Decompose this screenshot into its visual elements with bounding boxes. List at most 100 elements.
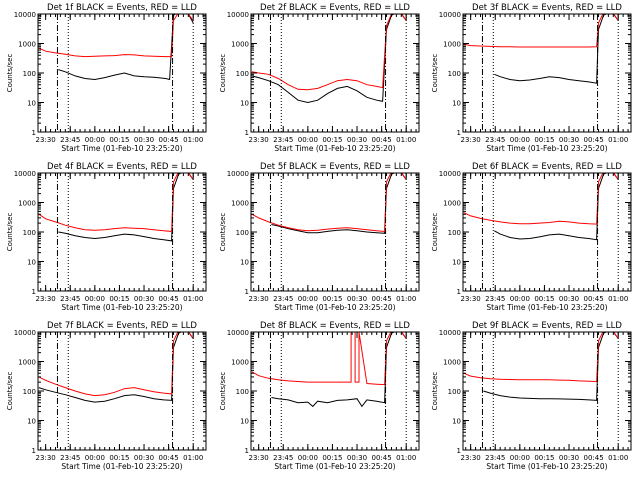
y-tick-label: 1000 — [443, 41, 461, 49]
plot-frame — [37, 331, 207, 451]
series-group — [463, 14, 619, 84]
events-series-line — [271, 332, 407, 408]
x-tick-label: 00:45 — [584, 136, 604, 144]
y-tick-label: 1000 — [443, 359, 461, 367]
plot-frame — [250, 172, 420, 292]
x-tick-label: 01:00 — [183, 136, 203, 144]
events-series-line — [483, 332, 619, 401]
x-tick-label: 23:30 — [461, 136, 481, 144]
x-tick-label: 01:00 — [608, 454, 628, 462]
x-axis-label: Start Time (01-Feb-10 23:25:20) — [486, 303, 607, 312]
panel-3: Det 3f BLACK = Events, RED = LLD 1 10 100 10… — [431, 3, 632, 153]
y-tick-label: 10 — [27, 259, 36, 267]
x-tick-label: 00:00 — [510, 136, 530, 144]
panel-title: Det 7f BLACK = Events, RED = LLD — [47, 321, 197, 331]
x-tick-label: 23:45 — [60, 295, 80, 303]
plot-frame — [462, 331, 632, 451]
y-tick-label: 10000 — [14, 11, 36, 19]
y-tick-label: 10 — [240, 100, 249, 108]
x-tick-label: 00:00 — [85, 454, 105, 462]
y-tick-label: 1 — [457, 129, 461, 137]
x-tick-label: 00:00 — [510, 295, 530, 303]
series-group — [38, 173, 194, 242]
x-tick-label: 23:45 — [273, 454, 293, 462]
y-tick-label: 1000 — [231, 200, 249, 208]
y-tick-label: 10 — [27, 418, 36, 426]
lld-series-line — [463, 332, 619, 383]
y-tick-label: 1 — [32, 129, 36, 137]
x-tick-label: 00:15 — [322, 295, 342, 303]
panel-title: Det 6f BLACK = Events, RED = LLD — [472, 162, 622, 172]
panel-2: Det 2f BLACK = Events, RED = LLD 1 10 100 10… — [219, 3, 420, 153]
panel-1: Det 1f BLACK = Events, RED = LLD 1 10 100 10… — [6, 3, 207, 153]
x-tick-label: 00:00 — [85, 136, 105, 144]
lld-series-line — [463, 173, 619, 225]
x-tick-label: 00:00 — [298, 295, 318, 303]
y-tick-label: 100 — [448, 388, 461, 396]
x-tick-label: 00:00 — [298, 454, 318, 462]
y-axis-label: Counts/sec — [219, 372, 227, 411]
x-axis-label: Start Time (01-Feb-10 23:25:20) — [274, 144, 395, 153]
y-tick-label: 1000 — [443, 200, 461, 208]
y-tick-label: 10000 — [227, 170, 249, 178]
x-tick-label: 00:30 — [559, 295, 579, 303]
x-tick-label: 23:45 — [60, 454, 80, 462]
x-tick-label: 00:15 — [109, 454, 129, 462]
y-tick-label: 100 — [23, 388, 36, 396]
lld-series-line — [38, 14, 194, 58]
x-tick-label: 00:30 — [559, 136, 579, 144]
y-tick-label: 1000 — [18, 200, 36, 208]
series-group — [38, 14, 194, 81]
y-axis-label: Counts/sec — [6, 372, 14, 411]
plot-frame — [462, 13, 632, 133]
plot-frame — [37, 172, 207, 292]
plot-frame — [250, 13, 420, 133]
x-tick-label: 00:45 — [584, 454, 604, 462]
series-group — [463, 173, 619, 241]
y-tick-label: 10 — [240, 259, 249, 267]
x-axis-label: Start Time (01-Feb-10 23:25:20) — [274, 462, 395, 471]
panel-title: Det 4f BLACK = Events, RED = LLD — [47, 162, 197, 172]
y-tick-label: 100 — [236, 70, 249, 78]
x-tick-label: 00:30 — [134, 136, 154, 144]
y-tick-label: 10000 — [227, 11, 249, 19]
events-series-line — [251, 14, 407, 104]
y-tick-label: 100 — [448, 229, 461, 237]
lld-series-line — [38, 332, 194, 397]
panel-title: Det 3f BLACK = Events, RED = LLD — [472, 3, 622, 13]
events-series-line — [494, 173, 619, 241]
y-tick-label: 10 — [452, 259, 461, 267]
y-axis-label: Counts/sec — [219, 54, 227, 93]
y-tick-label: 10000 — [439, 11, 461, 19]
series-group — [251, 173, 407, 234]
x-tick-label: 23:30 — [36, 136, 56, 144]
y-tick-label: 1000 — [18, 41, 36, 49]
y-tick-label: 1000 — [18, 359, 36, 367]
events-series-line — [271, 173, 407, 234]
y-tick-label: 100 — [236, 229, 249, 237]
y-tick-label: 100 — [448, 70, 461, 78]
x-tick-label: 01:00 — [608, 136, 628, 144]
x-tick-label: 23:45 — [273, 136, 293, 144]
y-tick-label: 10 — [27, 100, 36, 108]
events-series-line — [58, 14, 194, 81]
y-tick-label: 10 — [452, 100, 461, 108]
y-tick-label: 1 — [457, 447, 461, 455]
x-tick-label: 00:45 — [372, 295, 392, 303]
x-axis-label: Start Time (01-Feb-10 23:25:20) — [274, 303, 395, 312]
x-tick-label: 23:45 — [485, 136, 505, 144]
y-tick-label: 1 — [245, 288, 249, 296]
y-tick-label: 10000 — [14, 170, 36, 178]
x-axis-label: Start Time (01-Feb-10 23:25:20) — [61, 462, 182, 471]
y-tick-label: 100 — [23, 229, 36, 237]
x-tick-label: 00:45 — [159, 295, 179, 303]
y-axis-label: Counts/sec — [431, 213, 439, 252]
panel-title: Det 5f BLACK = Events, RED = LLD — [260, 162, 410, 172]
x-tick-label: 01:00 — [396, 454, 416, 462]
x-tick-label: 00:30 — [347, 136, 367, 144]
x-tick-label: 23:45 — [60, 136, 80, 144]
panel-title: Det 9f BLACK = Events, RED = LLD — [472, 321, 622, 331]
x-tick-label: 23:30 — [461, 295, 481, 303]
